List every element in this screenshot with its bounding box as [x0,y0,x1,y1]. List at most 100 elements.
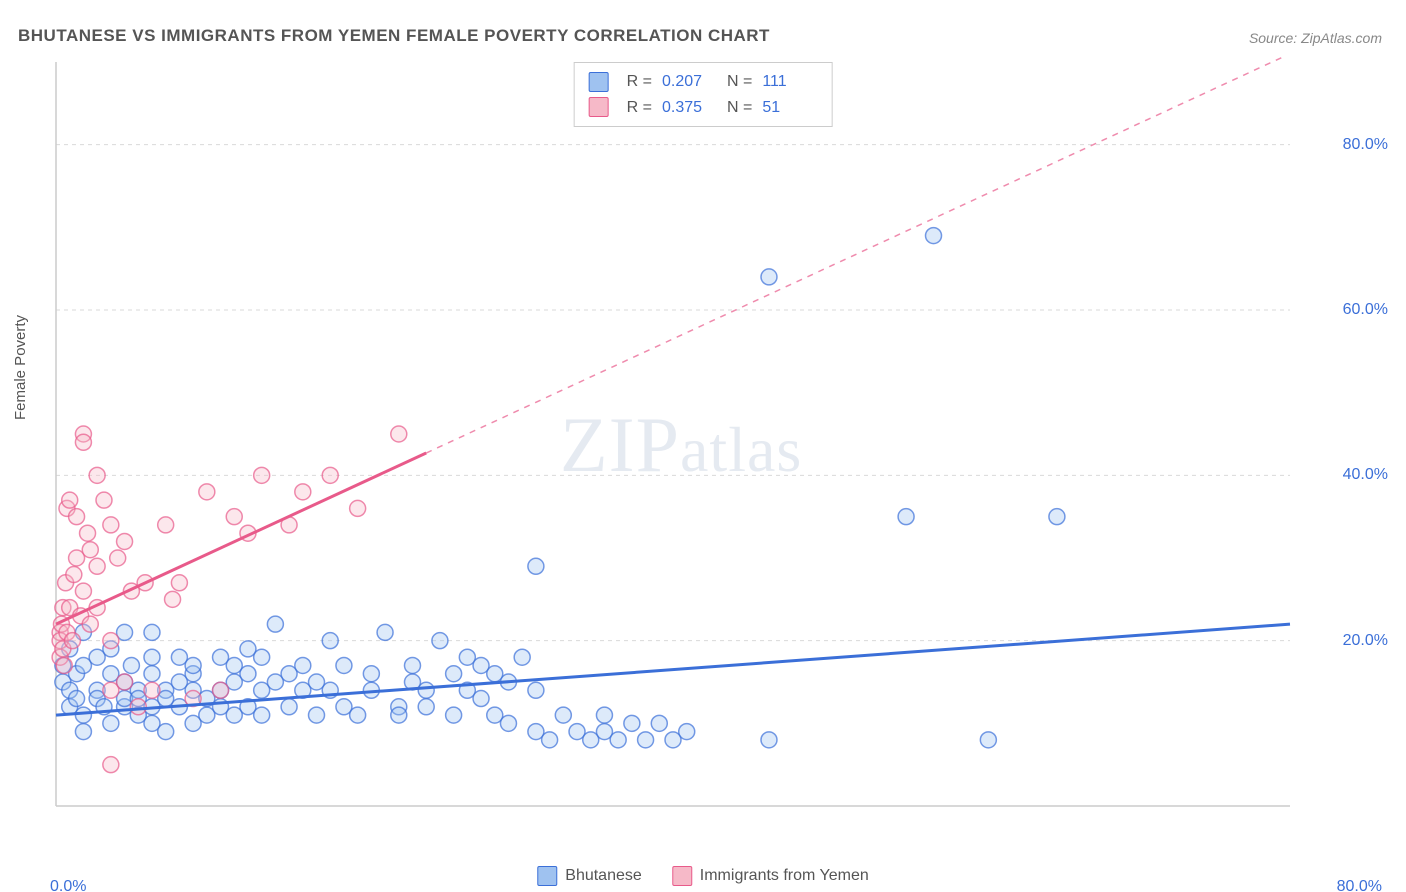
data-point [679,724,695,740]
data-point [980,732,996,748]
data-point [158,517,174,533]
data-point [391,426,407,442]
data-point [199,484,215,500]
trend-line-extension [426,56,1290,453]
data-point [82,616,98,632]
data-point [761,269,777,285]
data-point [761,732,777,748]
legend-swatch [672,866,692,886]
stats-legend-row: R =0.207N =111 [589,69,818,95]
data-point [213,682,229,698]
data-point [103,757,119,773]
data-point [75,707,91,723]
scatter-plot [50,56,1350,836]
data-point [295,484,311,500]
data-point [75,583,91,599]
data-point [226,509,242,525]
y-axis-label: Female Poverty [12,315,29,420]
data-point [89,558,105,574]
data-point [528,682,544,698]
data-point [64,633,80,649]
data-point [432,633,448,649]
data-point [103,517,119,533]
data-point [267,616,283,632]
data-point [624,715,640,731]
data-point [66,567,82,583]
legend-swatch [589,97,609,117]
data-point [130,699,146,715]
data-point [89,467,105,483]
y-tick-label: 60.0% [1343,301,1388,319]
data-point [528,558,544,574]
r-value: 0.207 [662,69,717,95]
data-point [350,707,366,723]
data-point [295,657,311,673]
data-point [651,715,667,731]
data-point [144,649,160,665]
data-point [80,525,96,541]
r-value: 0.375 [662,95,717,121]
data-point [158,724,174,740]
data-point [309,707,325,723]
data-point [473,691,489,707]
data-point [82,542,98,558]
data-point [144,624,160,640]
data-point [254,649,270,665]
data-point [542,732,558,748]
x-tick-min: 0.0% [50,878,86,892]
n-value: 51 [762,95,817,121]
data-point [117,533,133,549]
data-point [281,699,297,715]
data-point [638,732,654,748]
legend-label: Immigrants from Yemen [700,867,869,884]
data-point [75,724,91,740]
data-point [418,699,434,715]
r-label: R = [627,69,652,95]
legend-swatch [537,866,557,886]
data-point [165,591,181,607]
source-label: Source: ZipAtlas.com [1249,30,1382,46]
data-point [144,666,160,682]
data-point [144,682,160,698]
r-label: R = [627,95,652,121]
data-point [555,707,571,723]
data-point [336,657,352,673]
data-point [446,707,462,723]
data-point [350,500,366,516]
data-point [363,666,379,682]
data-point [75,434,91,450]
data-point [610,732,626,748]
legend-label: Bhutanese [565,867,642,884]
data-point [898,509,914,525]
data-point [171,575,187,591]
data-point [110,550,126,566]
x-tick-max: 80.0% [1337,878,1382,892]
legend-item: Bhutanese [537,866,642,886]
data-point [926,228,942,244]
data-point [391,707,407,723]
y-tick-label: 80.0% [1343,136,1388,154]
stats-legend: R = 0.207 N = 111R = 0.375 N = 51 [574,62,833,127]
data-point [69,691,85,707]
data-point [103,715,119,731]
data-point [240,666,256,682]
data-point [185,657,201,673]
data-point [446,666,462,682]
data-point [123,657,139,673]
data-point [117,674,133,690]
data-point [514,649,530,665]
data-point [322,633,338,649]
data-point [377,624,393,640]
n-value: 111 [762,69,817,95]
series-legend: Bhutanese Immigrants from Yemen [537,866,868,886]
data-point [418,682,434,698]
data-point [322,467,338,483]
stats-legend-row: R = 0.375 N = 51 [589,95,818,121]
y-tick-label: 40.0% [1343,466,1388,484]
chart-title: BHUTANESE VS IMMIGRANTS FROM YEMEN FEMAL… [18,26,770,46]
n-label: N = [727,95,752,121]
y-tick-label: 20.0% [1343,632,1388,650]
data-point [56,657,72,673]
data-point [596,707,612,723]
data-point [500,715,516,731]
